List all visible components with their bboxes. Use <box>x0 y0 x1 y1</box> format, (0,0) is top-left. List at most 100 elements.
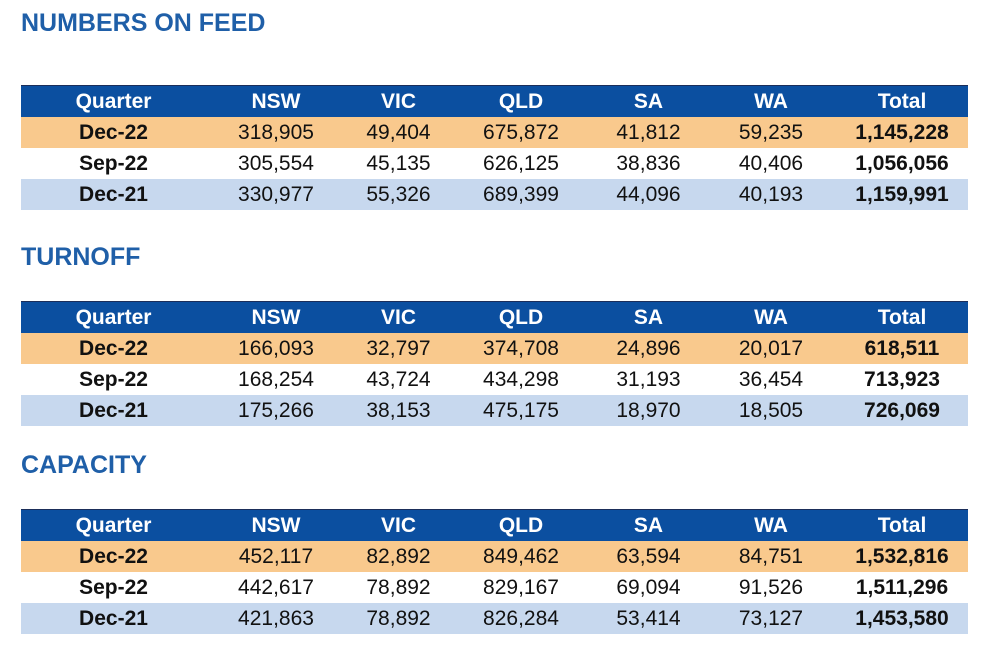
qld-cell: 374,708 <box>451 333 591 364</box>
nsw-cell: 330,977 <box>206 179 346 210</box>
vic-cell: 82,892 <box>346 541 451 572</box>
table-header: Quarter NSW VIC QLD SA WA Total <box>21 301 968 333</box>
wa-cell: 18,505 <box>706 395 836 426</box>
header-sa: SA <box>591 85 706 117</box>
header-nsw: NSW <box>206 509 346 541</box>
quarter-cell: Dec-22 <box>21 117 206 148</box>
total-cell: 1,159,991 <box>836 179 968 210</box>
total-cell: 1,453,580 <box>836 603 968 634</box>
qld-cell: 689,399 <box>451 179 591 210</box>
sa-cell: 53,414 <box>591 603 706 634</box>
nsw-cell: 175,266 <box>206 395 346 426</box>
table-capacity-wrap: Quarter NSW VIC QLD SA WA Total Dec-22 4… <box>21 509 968 634</box>
wa-cell: 20,017 <box>706 333 836 364</box>
qld-cell: 849,462 <box>451 541 591 572</box>
wa-cell: 36,454 <box>706 364 836 395</box>
section-title: TURNOFF <box>21 243 141 271</box>
wa-cell: 40,193 <box>706 179 836 210</box>
vic-cell: 78,892 <box>346 603 451 634</box>
header-quarter: Quarter <box>21 85 206 117</box>
sa-cell: 63,594 <box>591 541 706 572</box>
sa-cell: 41,812 <box>591 117 706 148</box>
header-wa: WA <box>706 85 836 117</box>
total-cell: 1,532,816 <box>836 541 968 572</box>
header-qld: QLD <box>451 85 591 117</box>
header-total: Total <box>836 509 968 541</box>
quarter-cell: Dec-22 <box>21 333 206 364</box>
sa-cell: 24,896 <box>591 333 706 364</box>
table-turnoff-wrap: Quarter NSW VIC QLD SA WA Total Dec-22 1… <box>21 301 968 426</box>
vic-cell: 78,892 <box>346 572 451 603</box>
table-header: Quarter NSW VIC QLD SA WA Total <box>21 85 968 117</box>
section-numbers-on-feed: NUMBERS ON FEED <box>21 8 968 38</box>
vic-cell: 43,724 <box>346 364 451 395</box>
header-qld: QLD <box>451 509 591 541</box>
header-sa: SA <box>591 301 706 333</box>
wa-cell: 59,235 <box>706 117 836 148</box>
header-nsw: NSW <box>206 85 346 117</box>
total-cell: 1,056,056 <box>836 148 968 179</box>
wa-cell: 84,751 <box>706 541 836 572</box>
total-cell: 726,069 <box>836 395 968 426</box>
table-header: Quarter NSW VIC QLD SA WA Total <box>21 509 968 541</box>
table-row: Dec-21 330,977 55,326 689,399 44,096 40,… <box>21 179 968 210</box>
table-row: Dec-21 175,266 38,153 475,175 18,970 18,… <box>21 395 968 426</box>
quarter-cell: Dec-21 <box>21 603 206 634</box>
header-nsw: NSW <box>206 301 346 333</box>
nsw-cell: 305,554 <box>206 148 346 179</box>
table-numbers-on-feed-wrap: Quarter NSW VIC QLD SA WA Total Dec-22 3… <box>21 85 968 210</box>
nsw-cell: 318,905 <box>206 117 346 148</box>
wa-cell: 40,406 <box>706 148 836 179</box>
table-row: Dec-22 166,093 32,797 374,708 24,896 20,… <box>21 333 968 364</box>
nsw-cell: 168,254 <box>206 364 346 395</box>
total-cell: 713,923 <box>836 364 968 395</box>
quarter-cell: Dec-21 <box>21 395 206 426</box>
table-row: Dec-22 452,117 82,892 849,462 63,594 84,… <box>21 541 968 572</box>
sa-cell: 18,970 <box>591 395 706 426</box>
section-capacity: CAPACITY <box>21 450 968 480</box>
sa-cell: 44,096 <box>591 179 706 210</box>
table-row: Dec-21 421,863 78,892 826,284 53,414 73,… <box>21 603 968 634</box>
nsw-cell: 442,617 <box>206 572 346 603</box>
table-capacity: Quarter NSW VIC QLD SA WA Total Dec-22 4… <box>21 509 968 634</box>
header-quarter: Quarter <box>21 301 206 333</box>
quarter-cell: Sep-22 <box>21 572 206 603</box>
table-turnoff: Quarter NSW VIC QLD SA WA Total Dec-22 1… <box>21 301 968 426</box>
quarter-cell: Sep-22 <box>21 148 206 179</box>
header-vic: VIC <box>346 301 451 333</box>
table-numbers-on-feed: Quarter NSW VIC QLD SA WA Total Dec-22 3… <box>21 85 968 210</box>
qld-cell: 675,872 <box>451 117 591 148</box>
table-row: Sep-22 305,554 45,135 626,125 38,836 40,… <box>21 148 968 179</box>
table-row: Sep-22 442,617 78,892 829,167 69,094 91,… <box>21 572 968 603</box>
wa-cell: 73,127 <box>706 603 836 634</box>
qld-cell: 626,125 <box>451 148 591 179</box>
total-cell: 1,511,296 <box>836 572 968 603</box>
header-quarter: Quarter <box>21 509 206 541</box>
header-wa: WA <box>706 509 836 541</box>
wa-cell: 91,526 <box>706 572 836 603</box>
sa-cell: 31,193 <box>591 364 706 395</box>
total-cell: 618,511 <box>836 333 968 364</box>
vic-cell: 38,153 <box>346 395 451 426</box>
header-qld: QLD <box>451 301 591 333</box>
quarter-cell: Sep-22 <box>21 364 206 395</box>
section-title: NUMBERS ON FEED <box>21 9 266 37</box>
header-sa: SA <box>591 509 706 541</box>
sa-cell: 38,836 <box>591 148 706 179</box>
table-row: Dec-22 318,905 49,404 675,872 41,812 59,… <box>21 117 968 148</box>
vic-cell: 55,326 <box>346 179 451 210</box>
header-vic: VIC <box>346 509 451 541</box>
header-vic: VIC <box>346 85 451 117</box>
qld-cell: 829,167 <box>451 572 591 603</box>
qld-cell: 475,175 <box>451 395 591 426</box>
header-wa: WA <box>706 301 836 333</box>
header-total: Total <box>836 85 968 117</box>
section-turnoff: TURNOFF <box>21 242 968 272</box>
quarter-cell: Dec-22 <box>21 541 206 572</box>
vic-cell: 32,797 <box>346 333 451 364</box>
section-title: CAPACITY <box>21 451 147 479</box>
sa-cell: 69,094 <box>591 572 706 603</box>
qld-cell: 826,284 <box>451 603 591 634</box>
nsw-cell: 421,863 <box>206 603 346 634</box>
nsw-cell: 166,093 <box>206 333 346 364</box>
